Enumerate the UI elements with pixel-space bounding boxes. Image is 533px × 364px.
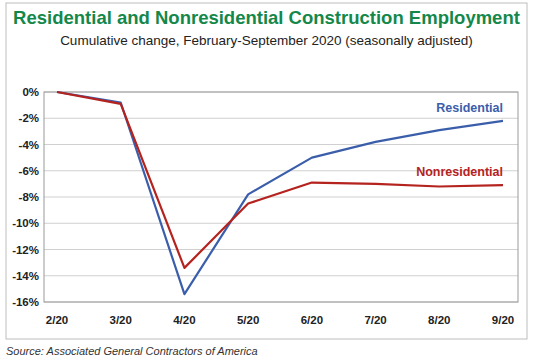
y-tick-label: -8%	[19, 191, 39, 203]
series-line	[57, 92, 503, 294]
grid-line	[44, 275, 518, 276]
series-group	[57, 92, 503, 294]
series-label: Nonresidential	[416, 165, 503, 179]
series-line	[57, 92, 503, 268]
x-tick-label: 8/20	[428, 314, 450, 326]
grid-line	[44, 249, 518, 250]
y-tick-label: 0%	[22, 86, 39, 98]
y-tick-label: -16%	[12, 296, 39, 308]
chart-frame	[6, 3, 527, 339]
x-tick-label: 7/20	[364, 314, 386, 326]
y-tick-label: -10%	[12, 217, 39, 229]
y-tick-label: -12%	[12, 244, 39, 256]
grid-line	[44, 223, 518, 224]
y-tick-label: -14%	[12, 270, 39, 282]
x-tick-label: 9/20	[492, 314, 514, 326]
x-tick-label: 4/20	[173, 314, 195, 326]
x-tick-label: 2/20	[46, 314, 68, 326]
y-tick-label: -2%	[19, 112, 39, 124]
y-tick-label: -6%	[19, 165, 39, 177]
grid-line	[44, 197, 518, 198]
subtitle: Cumulative change, February-September 20…	[60, 33, 473, 48]
x-tick-label: 3/20	[110, 314, 132, 326]
x-tick-label: 5/20	[237, 314, 259, 326]
grid-line	[44, 118, 518, 119]
series-label: Residential	[436, 101, 503, 115]
y-tick-label: -4%	[19, 139, 39, 151]
x-tick-label: 6/20	[301, 314, 323, 326]
title: Residential and Nonresidential Construct…	[13, 7, 520, 28]
grid-line	[44, 144, 518, 145]
source: Source: Associated General Contractors o…	[6, 345, 258, 357]
chart: Residential and Nonresidential Construct…	[0, 0, 533, 364]
plot-frame	[44, 92, 518, 302]
